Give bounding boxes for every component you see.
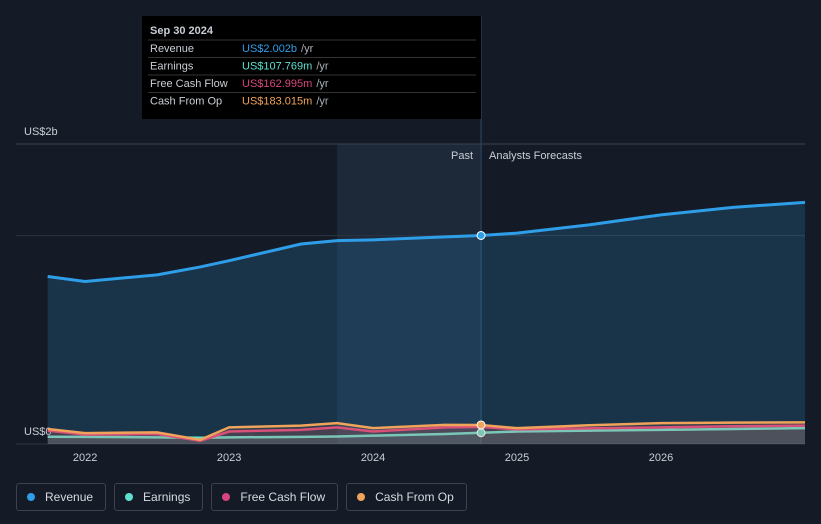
legend-label: Earnings — [143, 490, 191, 504]
tooltip-box — [142, 16, 481, 119]
forecast-label: Analysts Forecasts — [489, 150, 582, 162]
legend-item[interactable]: Free Cash Flow — [211, 483, 339, 511]
tooltip-value: US$2.002b/yr — [242, 43, 314, 55]
area — [47, 425, 806, 444]
point-marker — [476, 230, 486, 240]
tooltip-unit: /yr — [301, 43, 314, 55]
line — [47, 421, 806, 442]
legend-item[interactable]: Cash From Op — [346, 483, 467, 511]
x-tick-label: 2024 — [361, 452, 385, 464]
tooltip-name: Free Cash Flow — [150, 78, 228, 90]
chart: Past Analysts Forecasts US$0 US$2b 2022 2023 2… — [16, 16, 806, 464]
tooltip-value: US$183.015m/yr — [242, 95, 329, 107]
legend-label: Revenue — [45, 490, 94, 504]
legend-swatch — [27, 493, 35, 501]
y-tick-label: US$2b — [24, 126, 58, 138]
legend-swatch — [357, 493, 366, 501]
legend-item[interactable]: Earnings — [114, 483, 204, 511]
tooltip-name: Cash From Op — [150, 95, 222, 107]
line — [47, 200, 806, 284]
legend-swatch — [125, 493, 134, 501]
x-tick-label: 2022 — [73, 452, 97, 464]
past-label: Past — [451, 150, 473, 162]
area — [47, 202, 806, 444]
tooltip-unit: /yr — [316, 60, 329, 72]
tooltip-value-label: US$2.002b — [242, 43, 297, 55]
tooltip-name: Earnings — [150, 60, 194, 72]
legend-swatch — [222, 493, 231, 501]
tooltip-unit: /yr — [316, 78, 329, 90]
x-tick-label: 2026 — [649, 452, 673, 464]
tooltip-date: Sep 30 2024 — [150, 25, 214, 37]
point-marker — [476, 420, 486, 430]
legend-item[interactable]: Revenue — [16, 483, 107, 511]
past-highlight — [337, 144, 482, 444]
legend: Revenue Earnings Free Cash Flow Cash From O… — [16, 483, 467, 511]
area — [47, 428, 806, 444]
legend-label: Free Cash Flow — [240, 490, 326, 504]
x-tick-label: 2023 — [217, 452, 241, 464]
tooltip-name: Revenue — [150, 43, 194, 55]
tooltip-value-label: US$107.769m — [242, 60, 312, 72]
tooltip-value: US$162.995m/yr — [242, 78, 329, 90]
tooltip-value-label: US$183.015m — [242, 95, 312, 107]
legend-label: Cash From Op — [375, 490, 454, 504]
tooltip-value-label: US$162.995m — [242, 78, 312, 90]
tooltip: Sep 30 2024 Revenue US$2.002b/yr Earnings US… — [142, 16, 481, 119]
y-tick-label: US$0 — [24, 426, 52, 438]
x-tick-label: 2025 — [505, 452, 529, 464]
tooltip-value: US$107.769m/yr — [242, 60, 329, 72]
line — [47, 424, 806, 443]
tooltip-unit: /yr — [316, 95, 329, 107]
